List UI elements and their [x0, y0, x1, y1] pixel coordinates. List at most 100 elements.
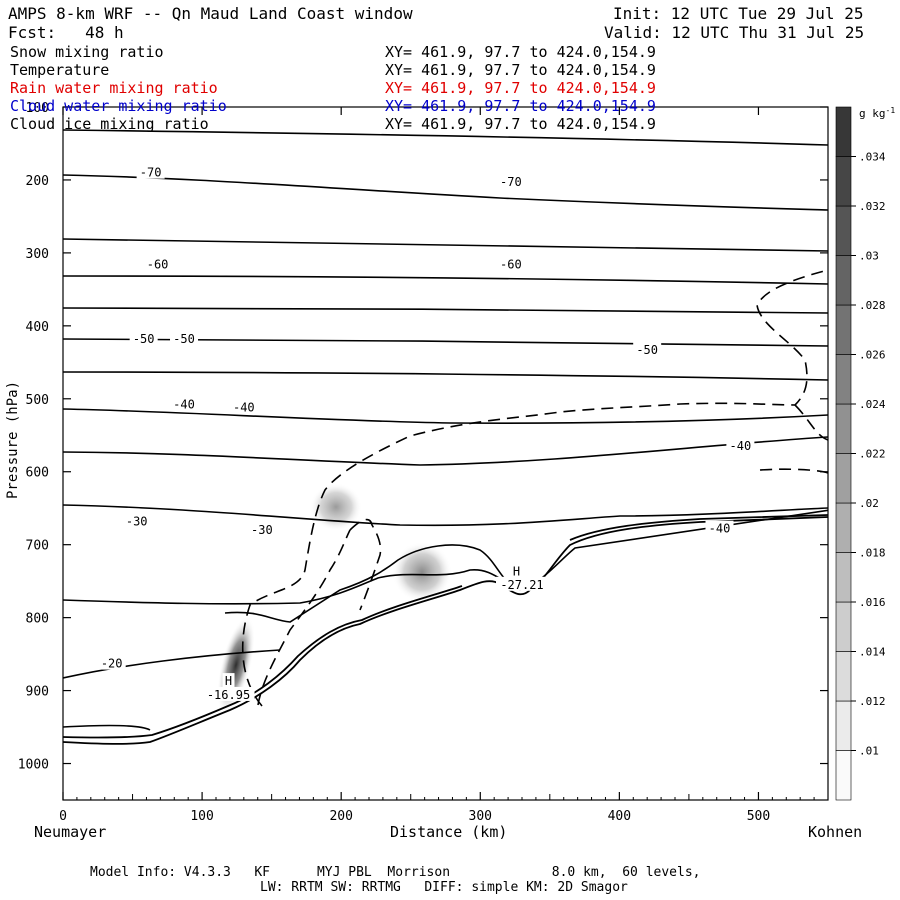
contour-label-bg: [496, 174, 525, 189]
contour-label-bg: [170, 396, 199, 411]
field-xy-rain: XY= 461.9, 97.7 to 424.0,154.9: [385, 79, 656, 97]
plot-frame: [62, 106, 829, 801]
colorbar-tick-label-4: .018: [859, 547, 886, 560]
contour-label-0: -70: [140, 166, 162, 180]
field-xy-temperature: XY= 461.9, 97.7 to 424.0,154.9: [385, 61, 656, 79]
valid-time: Valid: 12 UTC Thu 31 Jul 25: [604, 23, 865, 42]
colorbar-tick-label-8: .026: [859, 349, 886, 362]
y-tick-label-800: 800: [26, 612, 49, 627]
colorbar-segment: [835, 601, 852, 652]
contour-label-7: -40: [173, 398, 195, 412]
contour-label-bg: [202, 686, 255, 701]
contour-label-bg: [143, 256, 172, 271]
contour-label-bg: [222, 673, 235, 688]
field-label-rain: Rain water mixing ratio: [10, 79, 218, 97]
contour-label-10: -40: [709, 522, 731, 536]
colorbar-segment: [835, 354, 852, 405]
contour-label-14: H: [225, 674, 232, 688]
contour-label-bg: [97, 655, 126, 670]
y-tick-label-1000: 1000: [18, 758, 49, 773]
init-time: Init: 12 UTC Tue 29 Jul 25: [613, 4, 864, 23]
x-tick-label-300: 300: [469, 809, 492, 824]
contour-label-bg: [122, 513, 151, 528]
x-tick-label-400: 400: [608, 809, 631, 824]
colorbar-tick-label-7: .024: [859, 398, 886, 411]
colorbar-tick-label-9: .028: [859, 299, 886, 312]
x-tick-label-500: 500: [747, 809, 770, 824]
field-xy-cloud-water: XY= 461.9, 97.7 to 424.0,154.9: [385, 97, 656, 115]
y-tick-label-200: 200: [26, 174, 49, 189]
colorbar-segment: [835, 156, 852, 207]
colorbar-segment: [835, 403, 852, 454]
contour-label-15: -16.95: [207, 688, 250, 702]
contour-label-bg: [229, 399, 258, 414]
x-tick-label-100: 100: [190, 809, 213, 824]
colorbar-segment: [835, 255, 852, 306]
colorbar-segment: [835, 304, 852, 355]
contour-label-bg: [129, 330, 158, 345]
field-xy-snow: XY= 461.9, 97.7 to 424.0,154.9: [385, 43, 656, 61]
contour-label-bg: [496, 576, 548, 591]
field-label-temperature: Temperature: [10, 61, 110, 79]
y-tick-label-600: 600: [26, 466, 49, 481]
y-tick-label-100: 100: [26, 101, 49, 116]
contour-label-2: -60: [147, 258, 169, 272]
contour-label-16: H: [513, 565, 520, 579]
contour-label-6: -50: [636, 343, 658, 357]
contour-label-4: -50: [133, 332, 155, 346]
y-tick-label-300: 300: [26, 247, 49, 262]
colorbar-tick-label-1: .012: [859, 695, 886, 708]
contour-label-bg: [726, 438, 755, 453]
x-axis: 0 100 200 300 400 500: [59, 107, 815, 824]
contour-label-11: -30: [126, 514, 148, 528]
colorbar-tick-label-11: .032: [859, 200, 886, 213]
cloud-ice-contour: [241, 269, 828, 707]
colorbar-segment: [835, 453, 852, 504]
colorbar-segment: [835, 205, 852, 256]
y-axis-label: Pressure (hPa): [5, 380, 22, 500]
contour-label-bg: [170, 330, 199, 345]
field-label-cloud-water: Cloud water mixing ratio: [10, 97, 227, 115]
y-axis: 100 200 300 400 500 600 700 800 900 1000: [18, 101, 828, 773]
colorbar-segment: [835, 106, 852, 157]
right-station-label: Kohnen: [808, 823, 863, 841]
contour-label-13: -20: [101, 657, 123, 671]
colorbar: .01 .012 .014 .016 .018 .02 .022 .024 .026 .028 .0…: [835, 106, 895, 801]
contour-label-8: -40: [233, 401, 255, 415]
contour-label-3: -60: [500, 258, 522, 272]
contour-labels: -70 -70 -60 -60 -50 -50 -50 -40 -40 -40 -40 -30 -30 -…: [97, 164, 755, 702]
contour-label-bg: [247, 522, 276, 537]
y-tick-label-400: 400: [26, 320, 49, 335]
field-label-snow: Snow mixing ratio: [10, 43, 164, 61]
contour-label-12: -30: [251, 523, 273, 537]
colorbar-unit-exponent: -1: [886, 106, 896, 115]
field-xy-cloud-ice: XY= 461.9, 97.7 to 424.0,154.9: [385, 115, 656, 133]
colorbar-segment: [835, 651, 852, 702]
y-tick-label-700: 700: [26, 539, 49, 554]
colorbar-tick-label-2: .014: [859, 646, 886, 659]
colorbar-tick-label-0: .01: [859, 745, 879, 758]
y-tick-label-900: 900: [26, 685, 49, 700]
left-station-label: Neumayer: [34, 823, 107, 841]
contour-label-bg: [705, 520, 734, 535]
contour-label-bg: [633, 341, 662, 356]
y-tick-label-500: 500: [26, 393, 49, 408]
contour-label-bg: [136, 164, 165, 179]
contour-label-9: -40: [730, 439, 752, 453]
contour-label-17: -27.21: [500, 578, 543, 592]
chart-title: AMPS 8-km WRF -- Qn Maud Land Coast wind…: [8, 4, 413, 23]
colorbar-tick-label-10: .03: [859, 250, 879, 263]
colorbar-segment: [835, 700, 852, 751]
colorbar-unit-label: g kg-1: [859, 106, 895, 120]
contour-label-bg: [510, 563, 523, 578]
x-tick-label-0: 0: [59, 809, 67, 824]
contour-label-bg: [496, 256, 525, 271]
model-info-line: Model Info: V4.3.3 KF MYJ PBL Morrison 8…: [90, 865, 701, 880]
colorbar-segment: [835, 552, 852, 603]
terrain-outline: [62, 514, 829, 745]
colorbar-tick-label-12: .034: [859, 151, 886, 164]
field-label-cloud-ice: Cloud ice mixing ratio: [10, 115, 209, 133]
forecast-hour: Fcst: 48 h: [8, 23, 124, 42]
model-physics-line: LW: RRTM SW: RRTMG DIFF: simple KM: 2D S…: [260, 880, 628, 895]
